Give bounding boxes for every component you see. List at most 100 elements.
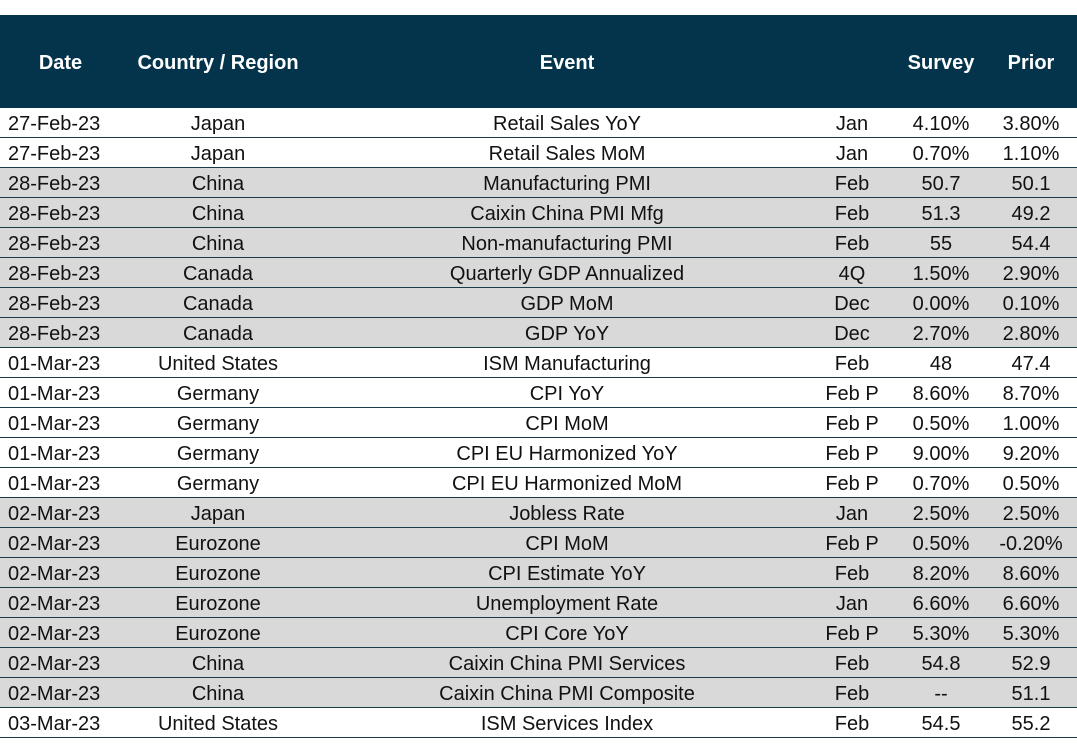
- cell-prior: 2.50%: [1002, 503, 1060, 525]
- cell-period: Feb: [834, 203, 870, 225]
- cell-prior: 1.10%: [1002, 143, 1060, 165]
- cell-period: Jan: [835, 503, 869, 525]
- cell-date: 01-Mar-23: [8, 413, 101, 435]
- cell-date: 28-Feb-23: [8, 263, 101, 285]
- cell-date: 02-Mar-23: [8, 503, 101, 525]
- cell-date: 28-Feb-23: [8, 293, 101, 315]
- cell-survey: --: [934, 683, 948, 705]
- cell-prior: 55.2: [1011, 713, 1051, 735]
- cell-prior: 52.9: [1011, 653, 1051, 675]
- cell-date: 01-Mar-23: [8, 353, 101, 375]
- cell-event: GDP MoM: [520, 293, 614, 315]
- cell-date: 28-Feb-23: [8, 323, 101, 345]
- table-row: 28-Feb-23 Canada GDP YoY Dec 2.70% 2.80%: [0, 318, 1077, 348]
- table-row: 02-Mar-23 Eurozone CPI MoM Feb P 0.50% -0.20%: [0, 528, 1077, 558]
- table-row: 01-Mar-23 United States ISM Manufacturing F…: [0, 348, 1077, 378]
- cell-country: Eurozone: [175, 593, 261, 615]
- cell-prior: 5.30%: [1002, 623, 1060, 645]
- cell-period: Jan: [835, 113, 869, 135]
- table-row: 28-Feb-23 China Non-manufacturing PMI Feb 55…: [0, 228, 1077, 258]
- cell-country: Germany: [176, 383, 260, 405]
- table-row: 02-Mar-23 Eurozone CPI Estimate YoY Feb 8.20…: [0, 558, 1077, 588]
- table-row: 28-Feb-23 China Caixin China PMI Mfg Feb 51.…: [0, 198, 1077, 228]
- table-row: 02-Mar-23 Japan Jobless Rate Jan 2.50% 2.50%: [0, 498, 1077, 528]
- cell-prior: 8.60%: [1002, 563, 1060, 585]
- cell-prior: 54.4: [1011, 233, 1051, 255]
- header-country: Country / Region: [137, 52, 299, 74]
- cell-prior: 6.60%: [1002, 593, 1060, 615]
- cell-country: Germany: [176, 473, 260, 495]
- cell-event: GDP YoY: [524, 323, 610, 345]
- cell-date: 03-Mar-23: [8, 713, 101, 735]
- cell-survey: 0.70%: [912, 143, 970, 165]
- header-period: [810, 15, 894, 108]
- table-row: 28-Feb-23 Canada GDP MoM Dec 0.00% 0.10%: [0, 288, 1077, 318]
- cell-event: Non-manufacturing PMI: [461, 233, 673, 255]
- cell-event: CPI MoM: [525, 533, 609, 555]
- cell-period: Dec: [834, 293, 870, 315]
- cell-survey: 48: [929, 353, 953, 375]
- cell-survey: 9.00%: [912, 443, 970, 465]
- cell-country: United States: [157, 353, 279, 375]
- cell-event: CPI Core YoY: [505, 623, 629, 645]
- cell-country: United States: [157, 713, 279, 735]
- cell-country: China: [191, 683, 245, 705]
- cell-period: Feb: [834, 683, 870, 705]
- table-row: 02-Mar-23 China Caixin China PMI Composite…: [0, 678, 1077, 708]
- cell-event: CPI YoY: [529, 383, 605, 405]
- cell-country: China: [191, 233, 245, 255]
- table-row: 27-Feb-23 Japan Retail Sales YoY Jan 4.10% 3.…: [0, 108, 1077, 138]
- header-survey: Survey: [907, 52, 975, 74]
- cell-survey: 0.00%: [912, 293, 970, 315]
- table-row: 02-Mar-23 Eurozone CPI Core YoY Feb P 5.30% 5…: [0, 618, 1077, 648]
- cell-survey: 0.50%: [912, 413, 970, 435]
- cell-period: Feb P: [825, 443, 879, 465]
- table-header: Date Country / Region Event Survey Prior: [0, 15, 1077, 108]
- cell-event: Jobless Rate: [509, 503, 625, 525]
- cell-country: Eurozone: [175, 563, 261, 585]
- cell-country: Japan: [190, 503, 246, 525]
- cell-date: 28-Feb-23: [8, 233, 101, 255]
- cell-survey: 54.5: [921, 713, 961, 735]
- cell-date: 27-Feb-23: [8, 113, 101, 135]
- cell-event: ISM Manufacturing: [483, 353, 651, 375]
- cell-period: Dec: [834, 323, 870, 345]
- header-date: Date: [38, 52, 83, 74]
- cell-prior: -0.20%: [999, 533, 1063, 555]
- cell-prior: 2.80%: [1002, 323, 1060, 345]
- cell-survey: 4.10%: [912, 113, 970, 135]
- cell-event: Manufacturing PMI: [483, 173, 651, 195]
- cell-event: Caixin China PMI Services: [448, 653, 686, 675]
- cell-country: China: [191, 653, 245, 675]
- cell-event: Retail Sales YoY: [493, 113, 641, 135]
- header-prior: Prior: [1007, 52, 1055, 74]
- cell-period: Feb P: [825, 383, 879, 405]
- cell-period: Feb: [834, 353, 870, 375]
- cell-prior: 49.2: [1011, 203, 1051, 225]
- cell-prior: 1.00%: [1002, 413, 1060, 435]
- cell-survey: 55: [929, 233, 953, 255]
- cell-country: Canada: [182, 323, 254, 345]
- cell-country: Canada: [182, 293, 254, 315]
- cell-period: Jan: [835, 143, 869, 165]
- cell-survey: 2.50%: [912, 503, 970, 525]
- cell-prior: 0.10%: [1002, 293, 1060, 315]
- cell-prior: 0.50%: [1002, 473, 1060, 495]
- cell-survey: 1.50%: [912, 263, 970, 285]
- cell-event: CPI Estimate YoY: [488, 563, 646, 585]
- cell-date: 01-Mar-23: [8, 383, 101, 405]
- cell-event: CPI EU Harmonized YoY: [456, 443, 678, 465]
- cell-prior: 8.70%: [1002, 383, 1060, 405]
- cell-date: 02-Mar-23: [8, 593, 101, 615]
- cell-prior: 47.4: [1011, 353, 1051, 375]
- table-row: 01-Mar-23 Germany CPI EU Harmonized MoM Feb…: [0, 468, 1077, 498]
- cell-event: Caixin China PMI Mfg: [470, 203, 664, 225]
- cell-date: 02-Mar-23: [8, 653, 101, 675]
- cell-date: 02-Mar-23: [8, 533, 101, 555]
- cell-event: Unemployment Rate: [475, 593, 659, 615]
- cell-prior: 50.1: [1011, 173, 1051, 195]
- cell-period: Feb: [834, 563, 870, 585]
- table-row: 27-Feb-23 Japan Retail Sales MoM Jan 0.70% 1.…: [0, 138, 1077, 168]
- cell-survey: 6.60%: [912, 593, 970, 615]
- cell-date: 02-Mar-23: [8, 623, 101, 645]
